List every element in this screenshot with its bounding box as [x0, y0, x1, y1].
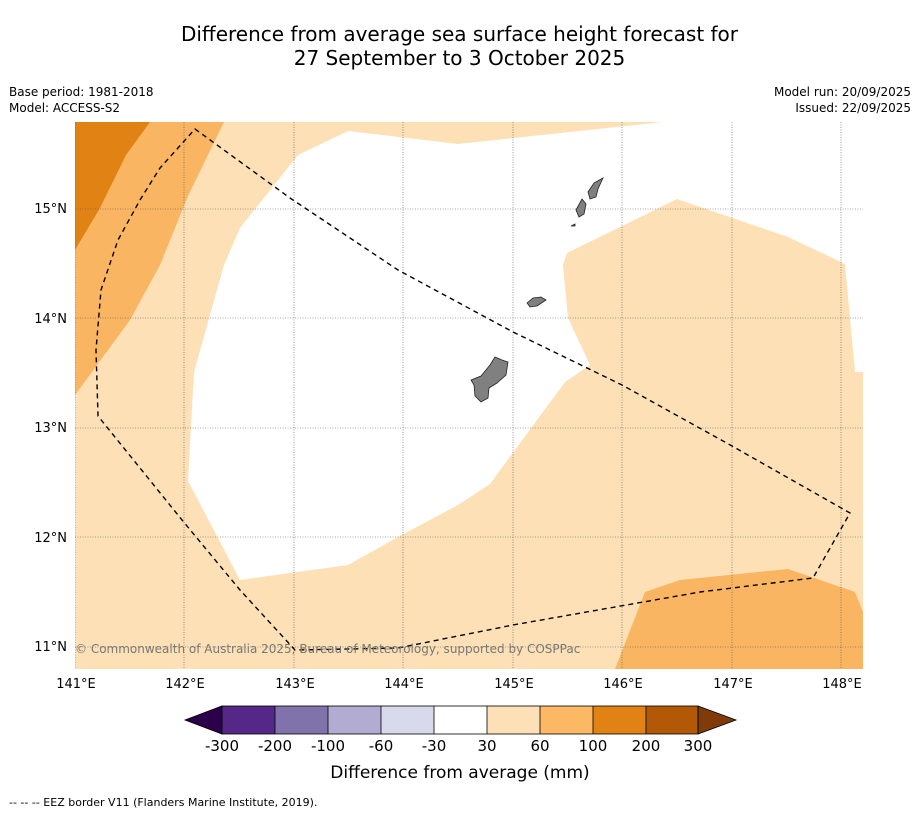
anomaly-60-100-region-nw	[75, 122, 224, 395]
colorbar-segment-1	[222, 706, 275, 734]
lon-label-146e: 146°E	[603, 677, 643, 692]
tinian-island	[575, 198, 587, 218]
issued-date: Issued: 22/09/2025	[795, 101, 911, 115]
lat-label-13n: 13°N	[34, 421, 67, 436]
colorbar-label-m100: -100	[311, 737, 345, 755]
map-title: Difference from average sea surface heig…	[0, 22, 919, 70]
colorbar-label-300: 300	[684, 737, 713, 755]
copyright-notice: © Commonwealth of Australia 2025, Bureau…	[75, 642, 580, 656]
colorbar-segment-5	[434, 706, 487, 734]
colorbar-segment-2	[275, 706, 328, 734]
colorbar-segment-9	[646, 706, 698, 734]
colorbar-label-m30: -30	[422, 737, 447, 755]
lat-label-14n: 14°N	[34, 312, 67, 327]
lon-label-147e: 147°E	[713, 677, 753, 692]
colorbar-label-30: 30	[477, 737, 496, 755]
graticule	[75, 122, 863, 669]
colorbar-label-m300: -300	[205, 737, 239, 755]
aguijan-island	[570, 223, 576, 227]
colorbar: -300 -200 -100 -60 -30 30 60 100 200 300…	[183, 705, 738, 783]
colorbar-label-m200: -200	[258, 737, 292, 755]
colorbar-title: Difference from average (mm)	[330, 763, 589, 783]
colorbar-extend-low	[183, 705, 223, 735]
lon-label-145e: 145°E	[494, 677, 534, 692]
colorbar-extend-high	[697, 705, 738, 735]
anomaly-60-100-region-se	[615, 569, 863, 669]
colorbar-segment-8	[593, 706, 646, 734]
colorbar-label-60: 60	[530, 737, 549, 755]
lon-label-148e: 148°E	[822, 677, 862, 692]
meta-left: Base period: 1981-2018 Model: ACCESS-S2	[9, 84, 154, 116]
rota-island	[526, 296, 547, 308]
anomaly-100-200-region-nw	[75, 122, 150, 250]
model-run: Model run: 20/09/2025	[773, 85, 911, 99]
guam-island	[470, 356, 509, 403]
title-line-2: 27 September to 3 October 2025	[293, 46, 626, 70]
longitude-labels: 141°E 142°E 143°E 144°E 145°E 146°E 147°…	[56, 677, 862, 692]
title-line-1: Difference from average sea surface heig…	[180, 22, 739, 46]
eez-footnote: -- -- -- EEZ border V11 (Flanders Marine…	[9, 796, 318, 809]
lon-label-144e: 144°E	[384, 677, 424, 692]
lat-label-12n: 12°N	[34, 531, 67, 546]
lon-label-142e: 142°E	[165, 677, 205, 692]
lon-label-141e: 141°E	[56, 677, 96, 692]
model-name: Model: ACCESS-S2	[9, 101, 121, 115]
eez-border	[95, 128, 851, 651]
colorbar-segment-7	[540, 706, 593, 734]
anomaly-neutral-region	[188, 122, 863, 580]
saipan-island	[587, 177, 604, 200]
colorbar-label-m60: -60	[369, 737, 394, 755]
colorbar-segment-3	[328, 706, 381, 734]
meta-right: Model run: 20/09/2025 Issued: 22/09/2025	[774, 84, 911, 116]
colorbar-segment-6	[487, 706, 540, 734]
lat-label-11n: 11°N	[34, 640, 67, 655]
base-period: Base period: 1981-2018	[9, 85, 154, 99]
colorbar-label-200: 200	[632, 737, 661, 755]
land-masses	[470, 177, 604, 403]
lat-label-15n: 15°N	[34, 202, 67, 217]
colorbar-label-100: 100	[579, 737, 608, 755]
map-plot-area: © Commonwealth of Australia 2025, Bureau…	[75, 122, 863, 669]
latitude-labels: 15°N 14°N 13°N 12°N 11°N	[34, 202, 67, 655]
colorbar-segment-4	[381, 706, 434, 734]
lon-label-143e: 143°E	[275, 677, 315, 692]
